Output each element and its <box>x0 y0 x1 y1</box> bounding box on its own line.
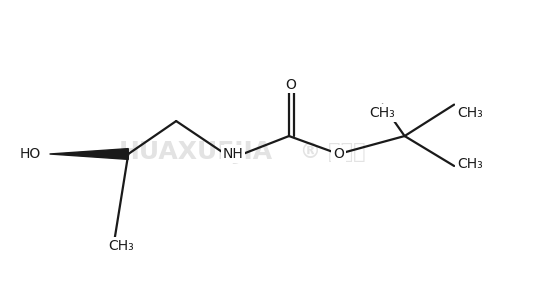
Text: ® 化学加: ® 化学加 <box>300 142 366 163</box>
Text: CH₃: CH₃ <box>457 157 483 171</box>
Polygon shape <box>49 149 128 160</box>
Text: HO: HO <box>20 147 41 161</box>
Text: O: O <box>333 147 344 161</box>
Text: HUAXUEJIA: HUAXUEJIA <box>118 141 272 164</box>
Text: CH₃: CH₃ <box>370 106 395 120</box>
Text: CH₃: CH₃ <box>108 239 134 253</box>
Text: O: O <box>285 78 296 92</box>
Text: NH: NH <box>222 147 243 161</box>
Text: CH₃: CH₃ <box>457 106 483 120</box>
